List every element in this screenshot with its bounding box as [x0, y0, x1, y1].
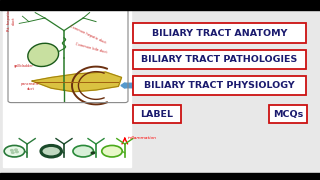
- Text: gallbladder: gallbladder: [14, 64, 34, 68]
- Text: LABEL: LABEL: [140, 110, 173, 119]
- Text: inflammation: inflammation: [128, 136, 157, 140]
- FancyArrow shape: [121, 83, 133, 88]
- Bar: [0, 173, 320, 180]
- Text: Common hepatic duct: Common hepatic duct: [69, 24, 107, 44]
- Circle shape: [16, 151, 18, 153]
- Text: pancreatic
duct: pancreatic duct: [21, 82, 40, 91]
- Bar: [269, 105, 307, 123]
- Text: hepatic(s): hepatic(s): [88, 6, 107, 10]
- Circle shape: [15, 149, 17, 150]
- Bar: [133, 105, 181, 123]
- Text: hepatic(s): hepatic(s): [30, 6, 50, 10]
- Text: Common bile duct: Common bile duct: [75, 42, 108, 55]
- Text: Rt. hepatic
duct: Rt. hepatic duct: [7, 10, 15, 31]
- Circle shape: [4, 145, 25, 157]
- Bar: [133, 76, 306, 95]
- Text: BILIARY TRACT PHYSIOLOGY: BILIARY TRACT PHYSIOLOGY: [144, 81, 294, 90]
- Text: BILIARY TRACT ANATOMY: BILIARY TRACT ANATOMY: [151, 29, 287, 38]
- Circle shape: [41, 145, 61, 157]
- Bar: [3, 9, 131, 167]
- Polygon shape: [32, 72, 122, 92]
- Bar: [0, 0, 320, 10]
- Circle shape: [91, 152, 94, 154]
- Bar: [133, 23, 306, 43]
- Circle shape: [12, 152, 14, 153]
- Ellipse shape: [28, 43, 59, 67]
- Circle shape: [73, 145, 93, 157]
- Text: MCQs: MCQs: [273, 110, 303, 119]
- Circle shape: [11, 150, 13, 151]
- Bar: [133, 50, 306, 69]
- Text: BILIARY TRACT PATHOLOGIES: BILIARY TRACT PATHOLOGIES: [141, 55, 297, 64]
- Circle shape: [102, 145, 122, 157]
